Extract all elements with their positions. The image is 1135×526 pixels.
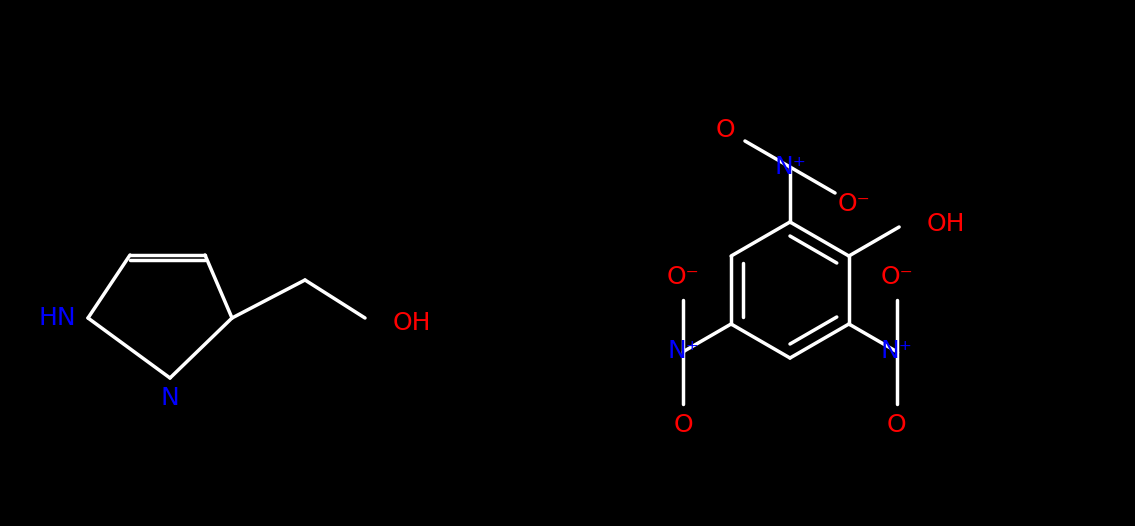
Text: O: O	[674, 413, 693, 438]
Text: O: O	[716, 118, 735, 142]
Text: N: N	[161, 386, 179, 410]
Text: N⁺: N⁺	[667, 339, 699, 363]
Text: O: O	[886, 413, 907, 438]
Text: OH: OH	[927, 212, 966, 236]
Text: O⁻: O⁻	[667, 266, 700, 289]
Text: N⁺: N⁺	[881, 339, 913, 363]
Text: OH: OH	[393, 311, 431, 335]
Text: O⁻: O⁻	[880, 266, 913, 289]
Text: O⁻: O⁻	[838, 192, 871, 216]
Text: N⁺: N⁺	[774, 155, 806, 179]
Text: HN: HN	[39, 306, 76, 330]
